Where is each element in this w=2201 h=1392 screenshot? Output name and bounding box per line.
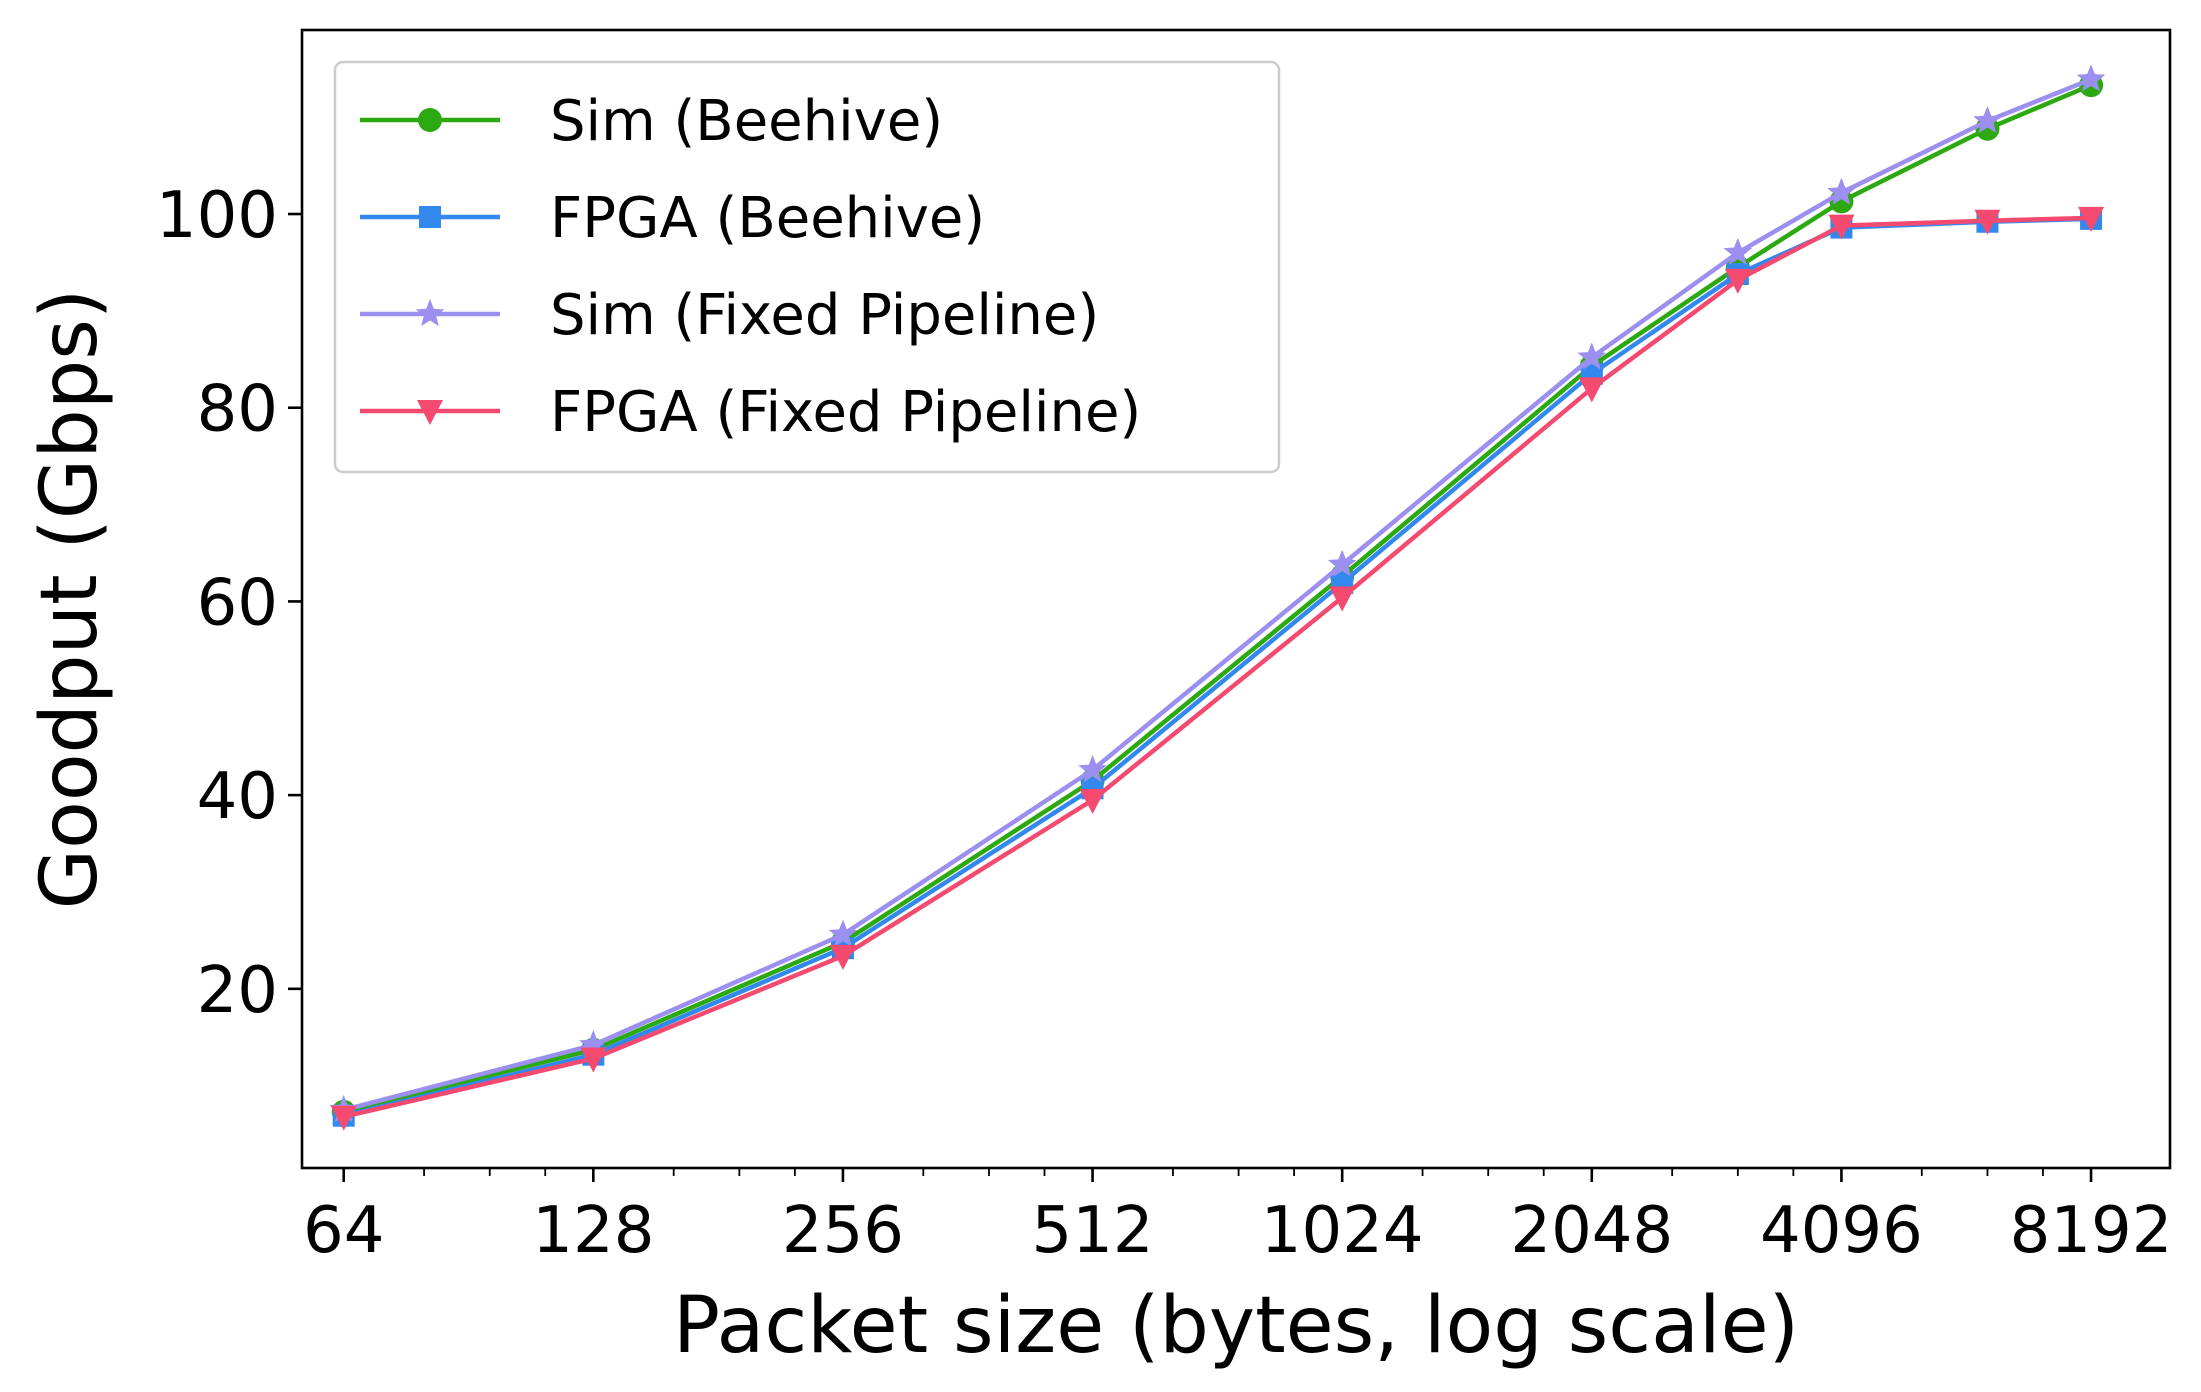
legend-label: Sim (Beehive) bbox=[550, 89, 943, 154]
legend-item: Sim (Beehive) bbox=[360, 89, 943, 154]
x-tick-label: 64 bbox=[303, 1194, 384, 1268]
data-point bbox=[829, 944, 856, 970]
y-tick-label: 100 bbox=[156, 179, 278, 253]
legend-marker bbox=[417, 400, 443, 425]
data-point bbox=[1973, 106, 2002, 134]
data-point bbox=[828, 919, 858, 947]
x-tick-label: 1024 bbox=[1261, 1194, 1424, 1268]
series-layer bbox=[329, 64, 2106, 1131]
y-tick-label: 60 bbox=[197, 566, 278, 640]
legend: Sim (Beehive) FPGA (Beehive) Sim (Fixed Pi… bbox=[333, 60, 1281, 474]
series-line bbox=[343, 83, 2092, 1114]
data-point bbox=[1723, 237, 1753, 265]
x-tick-label: 4096 bbox=[1760, 1194, 1923, 1268]
data-point bbox=[1079, 788, 1106, 814]
y-tick-label: 40 bbox=[197, 760, 278, 834]
y-axis-label: Goodput (Gbps) bbox=[25, 289, 115, 910]
legend-item: FPGA (Beehive) bbox=[360, 186, 985, 251]
x-tick-label: 512 bbox=[1031, 1194, 1153, 1268]
plot-frame bbox=[300, 28, 2172, 1170]
legend-label: FPGA (Beehive) bbox=[550, 186, 985, 251]
y-axis-ticks: 20 40 60 80 100 bbox=[156, 179, 302, 1028]
series-line bbox=[343, 215, 2092, 1119]
data-point bbox=[1327, 549, 1357, 577]
data-point bbox=[1827, 177, 1856, 205]
data-point bbox=[1578, 377, 1605, 403]
data-point bbox=[2078, 206, 2105, 232]
data-point bbox=[1329, 586, 1356, 612]
series-4 bbox=[330, 206, 2105, 1131]
series-line bbox=[343, 77, 2092, 1113]
legend-box bbox=[333, 60, 1281, 474]
legend-marker bbox=[415, 299, 445, 327]
y-tick-label: 20 bbox=[197, 954, 278, 1028]
legend-item: FPGA (Fixed Pipeline) bbox=[360, 380, 1141, 445]
x-axis-label: Packet size (bytes, log scale) bbox=[673, 1281, 1799, 1371]
legend-marker bbox=[418, 108, 442, 132]
legend-marker bbox=[419, 206, 441, 228]
data-point bbox=[1724, 268, 1751, 294]
y-tick-label: 80 bbox=[197, 373, 278, 447]
x-tick-label: 8192 bbox=[2010, 1194, 2173, 1268]
data-point bbox=[1828, 214, 1855, 240]
x-axis-ticks: 64 128 256 512 1024 2048 4096 8192 bbox=[303, 1168, 2172, 1268]
data-point bbox=[580, 1047, 607, 1073]
data-point bbox=[1577, 342, 1607, 370]
x-tick-label: 256 bbox=[782, 1194, 904, 1268]
legend-label: FPGA (Fixed Pipeline) bbox=[550, 380, 1141, 445]
x-tick-label: 128 bbox=[532, 1194, 654, 1268]
legend-item: Sim (Fixed Pipeline) bbox=[360, 283, 1099, 348]
data-point bbox=[2076, 64, 2106, 92]
legend-label: Sim (Fixed Pipeline) bbox=[550, 283, 1099, 348]
data-point bbox=[1974, 209, 2001, 235]
data-point bbox=[579, 1030, 608, 1058]
data-point bbox=[330, 1105, 357, 1131]
data-point bbox=[1078, 754, 1107, 783]
x-tick-label: 2048 bbox=[1510, 1194, 1673, 1268]
